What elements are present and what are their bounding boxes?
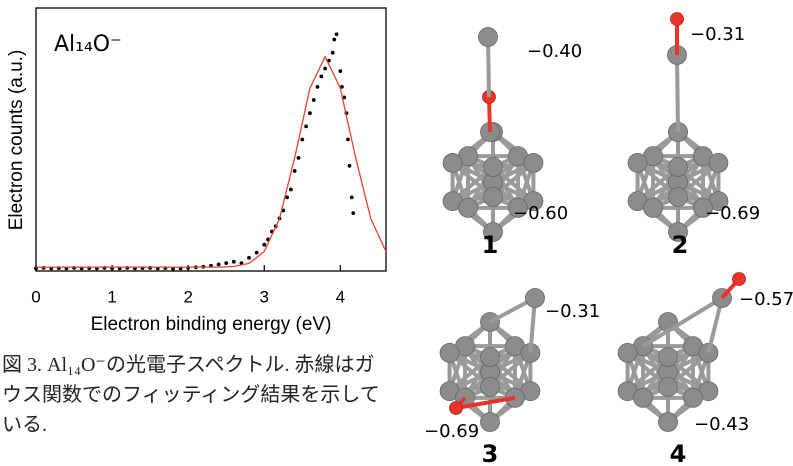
al-atom	[634, 388, 653, 407]
oxygen-atom	[671, 13, 684, 26]
charge-label: −0.31	[545, 301, 600, 322]
al-atom	[481, 413, 500, 432]
al-atom	[481, 348, 500, 367]
data-point	[247, 256, 251, 260]
bond	[677, 55, 678, 132]
al-atom	[440, 343, 459, 362]
data-point	[351, 211, 355, 215]
data-point	[217, 263, 221, 267]
data-point	[338, 69, 342, 73]
page: Al₁₄O⁻ Electron binding energy (eV) Elec…	[0, 0, 793, 466]
structure-number: 1	[482, 231, 499, 259]
caption: 図 3. Al₁₄O⁻の光電子スペクトル. 赤線はガウス関数でのフィッティング結…	[2, 350, 380, 440]
charge-label: −0.40	[527, 41, 582, 62]
data-point	[224, 261, 228, 265]
charge-label: −0.43	[694, 414, 749, 435]
charge-label: −0.31	[690, 24, 745, 45]
data-point	[262, 243, 266, 247]
charge-label: −0.57	[739, 289, 793, 310]
al-atom	[526, 289, 545, 308]
data-point	[319, 74, 323, 78]
x-tick-label: 2	[183, 287, 192, 306]
structure-number: 2	[672, 231, 689, 259]
x-axis-label: Electron binding energy (eV)	[91, 314, 332, 335]
x-tick-label: 4	[336, 287, 345, 306]
data-point	[316, 85, 320, 89]
data-point	[348, 164, 352, 168]
al-atom	[618, 343, 637, 362]
al-atom	[659, 348, 678, 367]
al-atom	[669, 158, 688, 177]
oxygen-atom	[733, 273, 746, 286]
chart-title: Al₁₄O⁻	[54, 32, 122, 57]
data-point	[323, 67, 327, 71]
structure: −0.31 −0.69 2	[628, 13, 760, 260]
data-point	[350, 195, 354, 199]
al-atom	[669, 188, 688, 207]
data-point	[331, 51, 335, 55]
structure: −0.57 −0.43 4	[618, 273, 793, 466]
y-axis-label: Electron counts (a.u.)	[6, 50, 27, 231]
data-point	[308, 111, 312, 115]
x-tick-label: 0	[31, 287, 40, 306]
x-tick-label: 1	[107, 287, 116, 306]
al-atom	[481, 378, 500, 397]
al-atom	[709, 153, 728, 172]
al-atom	[524, 153, 543, 172]
al-atom	[644, 198, 663, 217]
al-atom	[479, 28, 498, 47]
charge-label: −0.60	[513, 203, 568, 224]
data-point	[335, 32, 339, 36]
data-point	[232, 260, 236, 264]
al-atom	[659, 378, 678, 397]
structures: −0.40−0.601−0.31−0.692−0.31−0.693−0.57−0…	[373, 0, 793, 466]
data-point	[297, 156, 301, 160]
al-atom	[459, 198, 478, 217]
data-point	[293, 169, 297, 173]
data-point	[304, 124, 308, 128]
data-point	[255, 251, 259, 255]
al-atom	[683, 388, 702, 407]
data-point	[332, 38, 336, 42]
oxygen-atom	[450, 402, 463, 415]
fit-line	[36, 57, 386, 267]
al-atom	[484, 158, 503, 177]
structure-number: 3	[482, 440, 499, 466]
data-point	[346, 138, 350, 142]
data-point	[312, 98, 316, 102]
structure-number: 4	[670, 440, 687, 466]
data-point	[289, 188, 293, 192]
charge-label: −0.69	[705, 203, 760, 224]
structure: −0.40 −0.60 1	[443, 28, 582, 260]
al-atom	[443, 153, 462, 172]
al-atom	[484, 188, 503, 207]
charge-label: −0.69	[424, 421, 479, 442]
x-tick-label: 3	[260, 287, 269, 306]
structure: −0.31 −0.693	[424, 289, 600, 466]
al-atom	[628, 153, 647, 172]
al-atom	[659, 413, 678, 432]
data-point	[300, 138, 304, 142]
